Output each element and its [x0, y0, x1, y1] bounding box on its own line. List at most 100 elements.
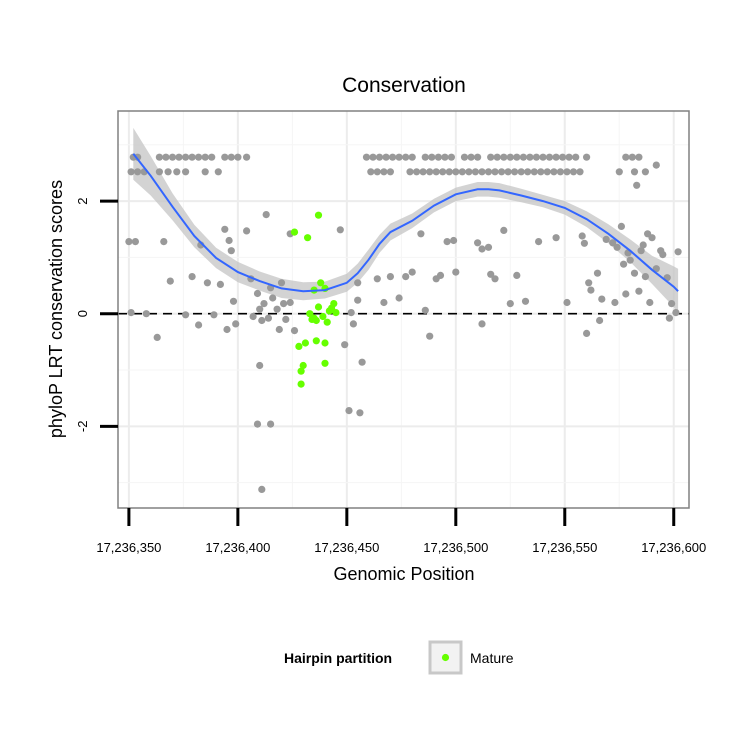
data-point-other — [668, 300, 676, 308]
data-point-other — [447, 153, 455, 161]
data-point-mature — [317, 279, 325, 287]
y-tick-label: 2 — [75, 197, 90, 204]
data-point-mature — [295, 342, 303, 350]
data-point-mature — [312, 337, 320, 345]
data-point-other — [672, 309, 680, 317]
data-point-other — [269, 294, 277, 302]
data-point-other — [168, 153, 177, 161]
data-point-other — [445, 168, 453, 176]
data-point-other — [173, 168, 181, 176]
data-point-other — [256, 361, 264, 370]
data-point-other — [646, 298, 654, 307]
data-point-other — [258, 485, 266, 493]
data-point-other — [367, 168, 375, 176]
data-point-other — [465, 168, 473, 176]
data-point-other — [441, 153, 449, 161]
data-point-other — [380, 168, 388, 176]
data-point-mature — [321, 339, 329, 347]
data-point-other — [583, 153, 591, 161]
data-point-other — [426, 168, 434, 176]
data-point-other — [389, 153, 397, 161]
chart-title: Conservation — [342, 74, 466, 97]
data-point-other — [613, 243, 621, 251]
data-point-other — [208, 153, 216, 161]
data-point-other — [286, 298, 294, 307]
confidence-band-group — [133, 127, 679, 314]
data-point-other — [487, 153, 495, 161]
data-point-other — [166, 277, 174, 285]
data-point-other — [622, 290, 630, 298]
data-point-other — [602, 235, 610, 243]
confidence-band — [133, 127, 679, 314]
legend-title: Hairpin partition — [284, 650, 392, 666]
data-point-other — [500, 153, 508, 161]
data-point-other — [609, 239, 617, 247]
data-point-other — [188, 153, 196, 161]
data-point-other — [282, 315, 290, 323]
data-point-other — [373, 275, 381, 283]
data-point-other — [386, 273, 394, 281]
data-point-other — [336, 226, 344, 234]
data-point-other — [517, 168, 525, 176]
data-point-other — [563, 168, 571, 176]
data-point-other — [419, 168, 427, 176]
data-point-other — [408, 153, 416, 161]
data-point-other — [587, 286, 595, 294]
data-point-other — [458, 168, 466, 176]
data-point-other — [131, 238, 139, 246]
data-point-other — [249, 312, 257, 321]
x-tick-label: 17,236,600 — [641, 540, 706, 555]
data-point-other — [386, 168, 394, 176]
data-point-mature — [297, 380, 305, 388]
data-point-other — [421, 153, 429, 161]
data-point-other — [243, 227, 251, 235]
data-point-other — [635, 153, 643, 161]
data-point-other — [402, 273, 410, 281]
data-point-mature — [304, 234, 312, 242]
data-point-other — [484, 243, 493, 251]
data-point-other — [524, 168, 532, 176]
data-point-other — [583, 329, 591, 337]
data-point-other — [223, 325, 231, 334]
data-point-mature — [301, 339, 309, 347]
data-point-other — [408, 268, 416, 276]
x-tick-label: 17,236,400 — [205, 540, 270, 555]
data-point-other — [519, 153, 528, 161]
data-point-other — [674, 248, 682, 256]
data-point-other — [243, 153, 251, 161]
data-point-other — [195, 321, 203, 329]
data-point-other — [487, 270, 495, 278]
data-point-other — [264, 314, 272, 322]
legend-mature-marker — [441, 653, 450, 662]
data-point-other — [369, 153, 377, 161]
data-point-other — [467, 153, 475, 161]
data-point-other — [452, 268, 460, 276]
data-point-other — [493, 153, 501, 161]
data-point-other — [535, 238, 543, 246]
data-point-other — [491, 275, 499, 283]
data-point-other — [598, 295, 606, 303]
data-point-other — [262, 211, 270, 219]
data-point-other — [659, 251, 667, 259]
data-point-other — [426, 332, 434, 340]
data-point-other — [500, 226, 508, 234]
data-point-other — [373, 168, 381, 176]
data-point-other — [417, 230, 425, 238]
plot-border — [117, 110, 690, 509]
data-point-mature — [312, 316, 320, 325]
data-point-other — [450, 236, 458, 245]
data-point-other — [210, 311, 218, 319]
data-point-other — [530, 168, 538, 176]
data-point-mature — [319, 312, 327, 321]
data-point-other — [491, 168, 499, 176]
data-point-other — [471, 168, 479, 176]
data-point-other — [572, 153, 580, 161]
data-point-other — [203, 279, 211, 287]
data-point-other — [273, 305, 281, 313]
data-point-other — [439, 168, 447, 176]
data-point-mature — [314, 303, 323, 311]
data-point-other — [537, 168, 545, 176]
data-point-other — [565, 153, 573, 161]
data-point-mature — [297, 367, 305, 375]
data-point-other — [434, 153, 442, 161]
